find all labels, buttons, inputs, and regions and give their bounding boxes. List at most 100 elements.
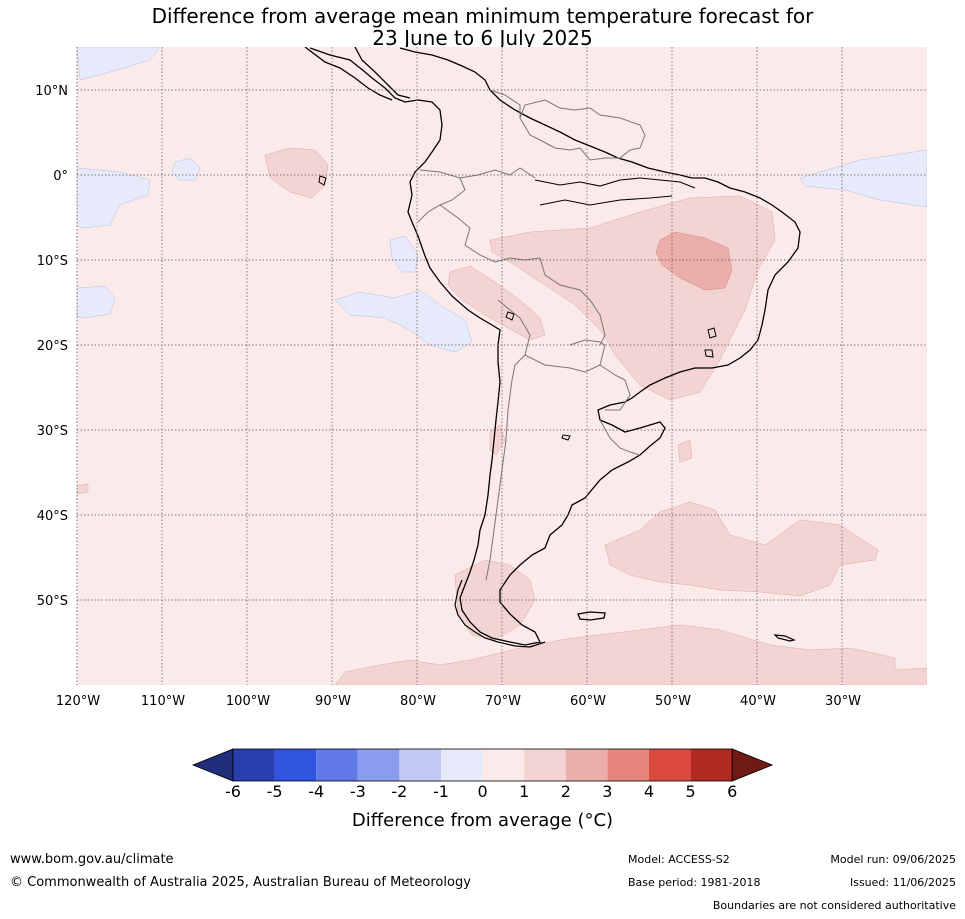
model-name: Model: ACCESS-S2	[628, 853, 730, 866]
country-border	[599, 364, 631, 411]
colorbar-segment	[233, 749, 275, 781]
country-border	[579, 147, 641, 161]
lat-label: 0°	[53, 169, 68, 184]
colorbar-segment	[441, 749, 483, 781]
amazon-river	[534, 177, 696, 189]
colorbar-extend-low	[191, 748, 234, 782]
colorbar-segment	[316, 749, 358, 781]
galapagos-islands	[318, 175, 327, 186]
falkland-islands	[577, 611, 606, 621]
country-borders	[417, 89, 646, 581]
colorbar-tick-label: 3	[602, 782, 613, 801]
issued-date: Issued: 11/06/2025	[849, 876, 956, 889]
colorbar-label: Difference from average (°C)	[351, 810, 614, 831]
colorbar-extend-high	[731, 748, 774, 782]
amazon-river	[539, 195, 673, 206]
colorbar-segment	[565, 749, 608, 781]
colorbar-tick-label: 1	[519, 782, 530, 801]
map-title-line-2: 23 June to 6 July 2025	[372, 26, 593, 50]
warm-patch	[77, 483, 89, 495]
lon-label: 60°W	[570, 694, 606, 709]
colorbar-segment	[649, 749, 691, 781]
south-america-coastline	[309, 47, 801, 646]
colorbar-segment	[399, 749, 441, 781]
cool-patch	[799, 149, 927, 208]
colorbar-segment	[607, 749, 649, 781]
lon-label: 90°W	[315, 694, 351, 709]
country-border	[497, 299, 531, 381]
country-border	[519, 117, 581, 151]
colorbar	[191, 748, 774, 782]
country-border	[524, 344, 606, 373]
lon-label: 100°W	[226, 694, 270, 709]
lake	[707, 327, 717, 339]
model-run-date: Model run: 09/06/2025	[830, 853, 956, 866]
cool-patch	[389, 235, 419, 273]
warm-patch	[677, 439, 693, 463]
coastlines	[304, 47, 801, 648]
lat-label: 10°N	[35, 84, 68, 99]
lon-label: 120°W	[56, 694, 100, 709]
cool-patch	[171, 157, 201, 181]
cool-patch	[77, 47, 161, 81]
colorbar-tick-label: 0	[477, 782, 488, 801]
colorbar-tick-label: -1	[433, 782, 449, 801]
country-border	[489, 89, 521, 118]
anomaly-shading	[77, 47, 927, 685]
colorbar-segment	[524, 749, 566, 781]
country-border	[459, 167, 536, 179]
warm-patch	[447, 265, 546, 341]
lat-label: 20°S	[37, 339, 68, 354]
lake	[704, 349, 714, 358]
base-period: Base period: 1981-2018	[628, 876, 761, 889]
website-url[interactable]: www.bom.gov.au/climate	[10, 852, 174, 867]
colorbar-tick-label: 5	[685, 782, 696, 801]
country-border	[539, 257, 606, 346]
country-border	[417, 169, 466, 223]
lat-label: 50°S	[37, 594, 68, 609]
country-border	[519, 99, 601, 119]
warmer-patch	[655, 231, 733, 291]
cool-patch	[334, 289, 473, 353]
colorbar-tick-label: -4	[308, 782, 325, 801]
country-border	[439, 204, 541, 263]
lon-label: 110°W	[141, 694, 185, 709]
map-title-line-1: Difference from average mean minimum tem…	[151, 4, 814, 28]
lon-label: 70°W	[485, 694, 521, 709]
south-georgia	[773, 634, 796, 642]
colorbar-segment	[690, 749, 733, 781]
central-america-coastline	[354, 47, 411, 99]
colorbar-tick-label: -5	[266, 782, 283, 801]
colorbar-frame	[232, 748, 733, 782]
lon-label: 40°W	[740, 694, 776, 709]
colorbar-tick-label: -3	[349, 782, 366, 801]
country-border	[485, 379, 513, 581]
colorbar-tick-label: 6	[727, 782, 738, 801]
warm-patch	[604, 501, 879, 597]
lon-label: 50°W	[655, 694, 691, 709]
colorbar-tick-label: 4	[643, 782, 655, 801]
cool-patch	[77, 285, 116, 319]
country-border	[599, 419, 641, 456]
colorbar-segment	[482, 749, 525, 781]
colorbar-segment	[357, 749, 400, 781]
colorbar-tick-label: -2	[391, 782, 408, 801]
warm-patch	[264, 147, 329, 199]
lon-label: 80°W	[400, 694, 436, 709]
colorbar-segment	[274, 749, 317, 781]
lon-label: 30°W	[825, 694, 861, 709]
lake	[561, 434, 571, 441]
colorbar-tick-label: -6	[225, 782, 241, 801]
country-border	[599, 114, 646, 149]
lat-label: 30°S	[37, 424, 68, 439]
lat-label: 10°S	[37, 254, 68, 269]
warm-patch	[334, 624, 927, 685]
lake	[505, 311, 515, 321]
boundaries-disclaimer: Boundaries are not considered authoritat…	[712, 899, 956, 912]
central-america-coastline	[304, 47, 393, 101]
lat-label: 40°S	[37, 509, 68, 524]
graticule	[77, 47, 927, 685]
colorbar-tick-label: 2	[560, 782, 571, 801]
copyright-notice: © Commonwealth of Australia 2025, Austra…	[10, 875, 471, 890]
